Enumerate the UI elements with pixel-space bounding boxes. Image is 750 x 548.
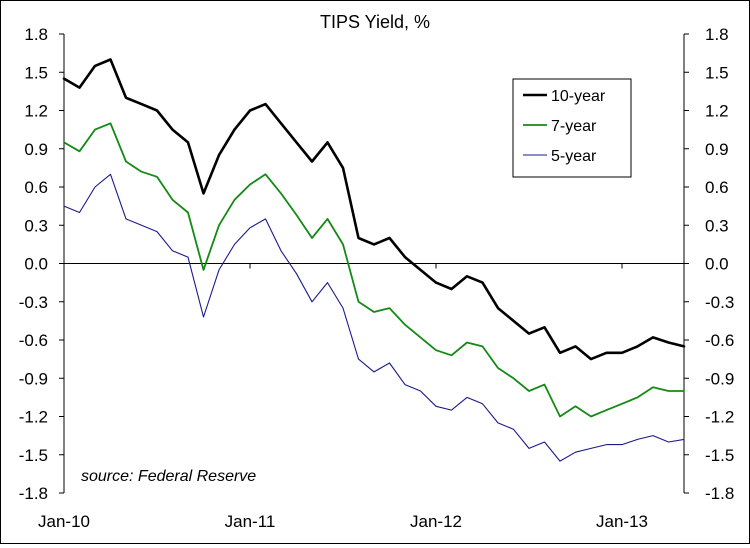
y-tick-label-right: 1.8 <box>705 25 729 44</box>
y-tick-label-left: 0.9 <box>24 140 48 159</box>
y-tick-label-left: -1.2 <box>19 408 48 427</box>
series-layer <box>62 58 686 462</box>
legend: 10-year 7-year 5-year <box>512 78 632 178</box>
y-tick-label-right: 1.2 <box>705 102 729 121</box>
y-tick-label-right: 1.5 <box>705 63 729 82</box>
y-tick-label-right: -1.8 <box>705 484 734 503</box>
y-tick-label-left: 0.3 <box>24 216 48 235</box>
y-tick-label-left: 0.6 <box>24 178 48 197</box>
series-line-7-year <box>63 122 685 418</box>
y-tick-label-right: 0.6 <box>705 178 729 197</box>
y-tick-label-left: -1.5 <box>19 446 48 465</box>
y-tick-label-left: -1.8 <box>19 484 48 503</box>
x-tick-label: Jan-10 <box>38 512 90 531</box>
y-tick-label-left: -0.3 <box>19 293 48 312</box>
y-tick-label-right: -1.2 <box>705 408 734 427</box>
y-tick-label-left: 1.2 <box>24 102 48 121</box>
legend-items: 10-year 7-year 5-year <box>523 88 606 165</box>
source-annotation: source: Federal Reserve <box>81 468 256 485</box>
series-line-10-year <box>62 58 686 361</box>
y-tick-label-right: -0.9 <box>705 369 734 388</box>
legend-label-5-year: 5-year <box>551 148 597 165</box>
legend-label-7-year: 7-year <box>551 118 597 135</box>
y-tick-label-right: -0.3 <box>705 293 734 312</box>
y-tick-label-left: -0.9 <box>19 369 48 388</box>
y-tick-label-right: 0.9 <box>705 140 729 159</box>
x-tick-label: Jan-12 <box>410 512 462 531</box>
legend-label-10-year: 10-year <box>551 88 606 105</box>
y-tick-label-right: 0.0 <box>705 255 729 274</box>
y-tick-label-left: 1.8 <box>24 25 48 44</box>
x-tick-label: Jan-13 <box>596 512 648 531</box>
y-tick-label-right: -1.5 <box>705 446 734 465</box>
y-tick-label-left: 1.5 <box>24 63 48 82</box>
x-tick-label: Jan-11 <box>225 512 276 531</box>
axes: 1.8 1.8 1.5 1.5 1.2 1.2 0.9 0.9 0.6 0.6 0.3 0.3 0.0 0… <box>19 25 735 531</box>
y-tick-label-right: 0.3 <box>705 216 729 235</box>
chart-title: TIPS Yield, % <box>320 12 430 32</box>
series-line-5-year <box>63 173 685 462</box>
y-tick-label-left: -0.6 <box>19 331 48 350</box>
y-tick-label-right: -0.6 <box>705 331 734 350</box>
y-tick-label-left: 0.0 <box>24 255 48 274</box>
